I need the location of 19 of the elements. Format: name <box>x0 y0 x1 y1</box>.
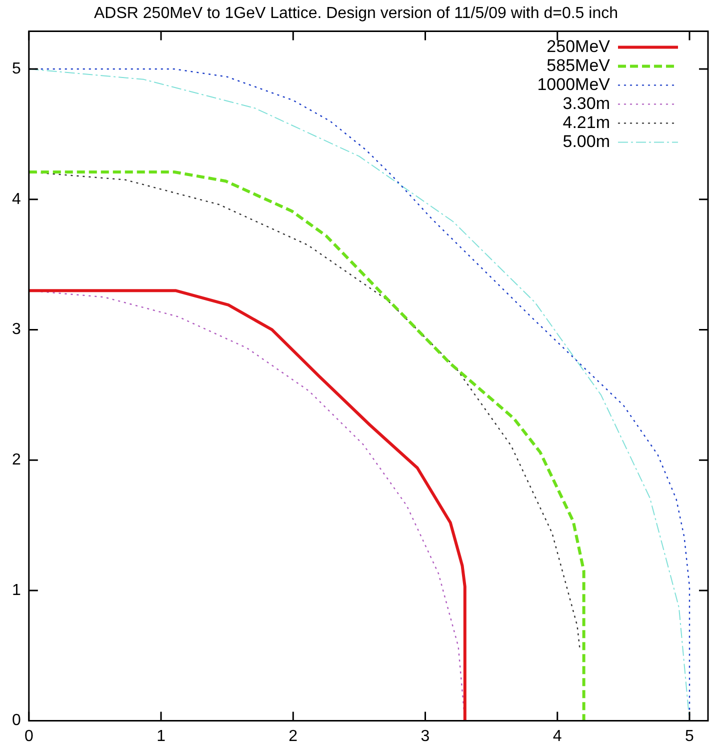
x-tick-label: 4 <box>552 728 562 745</box>
x-tick-label: 1 <box>156 728 166 745</box>
legend-label: 5.00m <box>562 132 610 151</box>
y-tick-label: 1 <box>12 582 21 599</box>
legend-label: 250MeV <box>546 36 611 56</box>
y-tick-label: 0 <box>12 712 21 730</box>
legend-label: 4.21m <box>562 112 610 132</box>
y-tick-label: 5 <box>12 60 21 78</box>
x-tick-label: 2 <box>288 728 298 745</box>
y-tick-label: 4 <box>12 190 21 208</box>
y-tick-label: 2 <box>12 451 21 468</box>
x-tick-label: 0 <box>24 728 34 745</box>
x-tick-label: 5 <box>685 728 694 745</box>
chart-title: ADSR 250MeV to 1GeV Lattice. Design version of 11/5/09 with d=0.5 inch <box>94 5 618 22</box>
legend-label: 585MeV <box>546 56 611 75</box>
y-tick-label: 3 <box>12 321 21 338</box>
x-tick-label: 3 <box>420 728 430 745</box>
legend-label: 3.30m <box>562 94 610 113</box>
legend-label: 1000MeV <box>537 74 611 94</box>
